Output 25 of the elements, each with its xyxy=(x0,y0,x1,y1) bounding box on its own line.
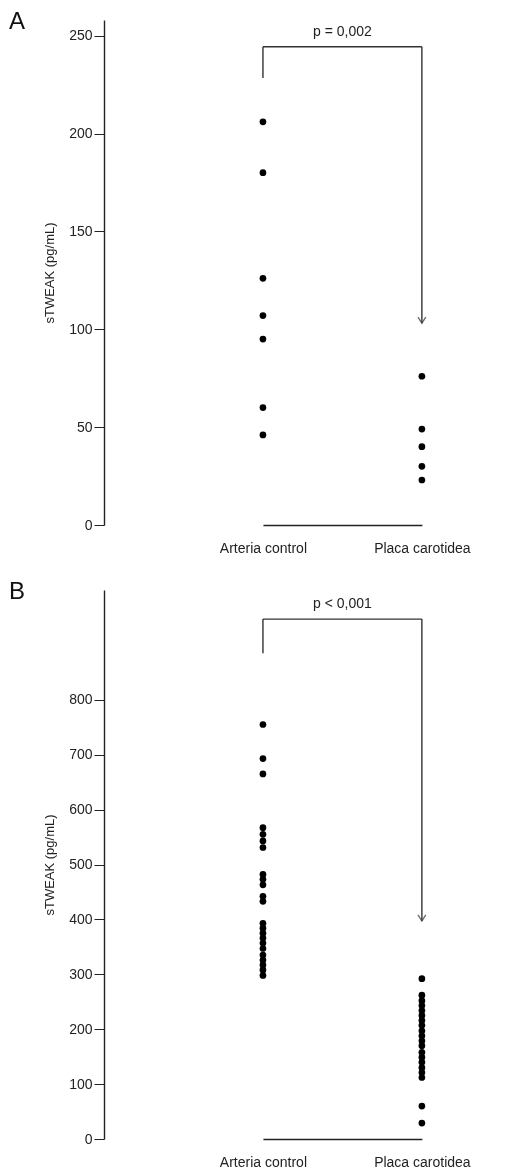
y-tick-label: 100 xyxy=(69,320,93,337)
y-tick-label: 200 xyxy=(69,125,93,142)
x-tick-label: Arteria control xyxy=(219,539,308,556)
annotation: p = 0,002 xyxy=(313,22,373,39)
y-tick-label: 700 xyxy=(69,746,93,763)
x-tick-label: Arteria control xyxy=(219,1153,308,1170)
y-tick-label: 50 xyxy=(76,418,93,435)
y-tick-label: 250 xyxy=(69,27,93,44)
y-tick-label: 0 xyxy=(84,1130,93,1147)
annotation: p < 0,001 xyxy=(313,595,373,612)
y-tick-label: 600 xyxy=(69,801,93,818)
chart-title: B xyxy=(9,577,26,604)
x-tick-label: Placa carotidea xyxy=(374,539,471,556)
y-tick-label: 500 xyxy=(69,856,93,872)
x-tick-label: Placa carotidea xyxy=(374,1153,471,1170)
y-tick-label: 0 xyxy=(84,516,93,533)
y-tick-label: 800 xyxy=(69,691,93,708)
chart-title: A xyxy=(9,7,26,34)
y-tick-label: 300 xyxy=(69,965,93,982)
y-axis-title: sTWEAK (pg/mL) xyxy=(42,814,58,916)
y-tick-label: 100 xyxy=(69,1075,93,1092)
y-tick-label: 200 xyxy=(69,1020,93,1037)
y-tick-label: 400 xyxy=(69,910,93,927)
y-axis-title: sTWEAK (pg/mL) xyxy=(42,222,58,324)
y-tick-label: 150 xyxy=(69,222,93,239)
